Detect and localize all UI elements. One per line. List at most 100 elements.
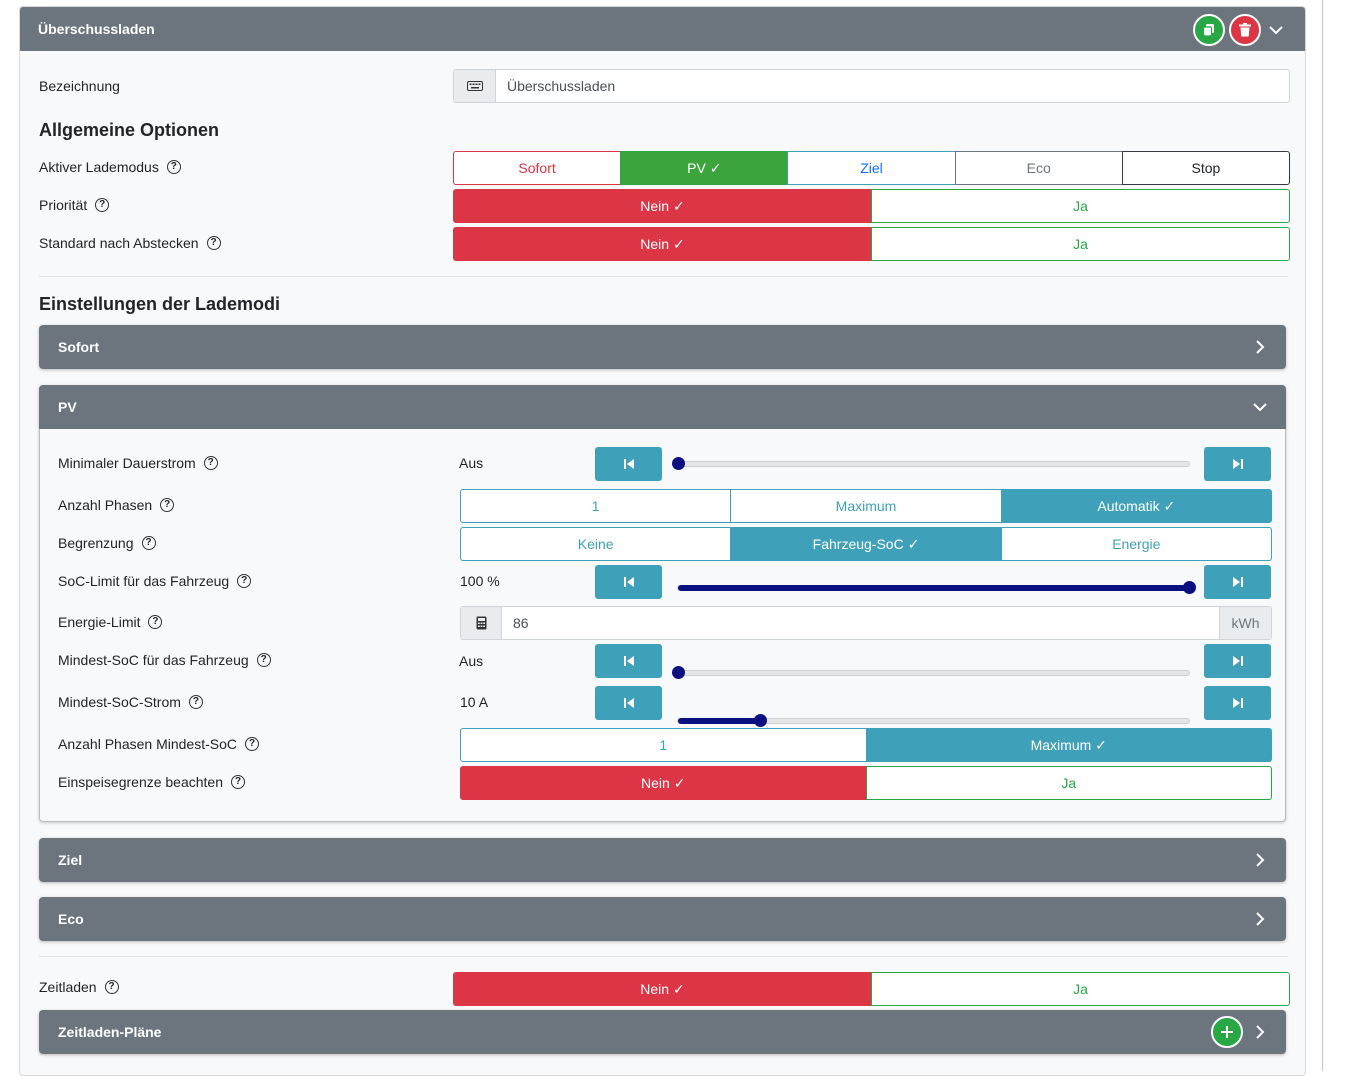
- slider-thumb[interactable]: [672, 666, 685, 679]
- einstellungen-heading: Einstellungen der Lademodi: [39, 294, 281, 314]
- eco-card: Eco: [39, 897, 1286, 941]
- copy-button[interactable]: [1193, 14, 1225, 46]
- help-icon[interactable]: ?: [104, 980, 119, 994]
- standard-toggle: Nein ✓ Ja: [453, 227, 1290, 261]
- begrenzung-option-fahrzeug-soc[interactable]: Fahrzeug-SoC ✓: [730, 527, 1002, 561]
- help-icon[interactable]: ?: [203, 456, 218, 470]
- standard-label: Standard nach Abstecken?: [39, 235, 221, 251]
- add-plan-button[interactable]: [1211, 1016, 1243, 1048]
- help-icon[interactable]: ?: [166, 160, 181, 174]
- trash-icon: [1239, 23, 1251, 37]
- mindest-soc-strom-slider[interactable]: [677, 714, 1190, 727]
- help-icon[interactable]: ?: [256, 653, 271, 667]
- sofort-header[interactable]: Sofort: [39, 325, 1286, 369]
- chevron-right-icon: [1249, 336, 1271, 358]
- sofort-card: Sofort: [39, 325, 1286, 369]
- ziel-card: Ziel: [39, 838, 1286, 882]
- sofort-title: Sofort: [58, 339, 100, 355]
- standard-nein-button[interactable]: Nein ✓: [453, 227, 872, 261]
- help-icon[interactable]: ?: [206, 236, 221, 250]
- energie-limit-value: 86: [513, 615, 529, 631]
- zeitladen-toggle: Nein ✓ Ja: [453, 972, 1290, 1006]
- einspeisegrenze-nein-button[interactable]: Nein ✓: [460, 766, 867, 800]
- slider-increase-button[interactable]: [1204, 565, 1271, 599]
- delete-button[interactable]: [1229, 14, 1261, 46]
- prioritaet-nein-button[interactable]: Nein ✓: [453, 189, 872, 223]
- skip-back-icon: [623, 459, 634, 469]
- help-icon[interactable]: ?: [237, 574, 252, 588]
- help-icon[interactable]: ?: [141, 536, 156, 550]
- lademodus-option-ziel[interactable]: Ziel: [787, 151, 956, 185]
- slider-increase-button[interactable]: [1204, 686, 1271, 720]
- skip-back-icon: [623, 698, 634, 708]
- mindest-soc-slider[interactable]: [672, 666, 1190, 679]
- phasen-mindest-option-maximum[interactable]: Maximum ✓: [865, 728, 1272, 762]
- phasen-option-maximum[interactable]: Maximum: [730, 489, 1002, 523]
- ziel-title: Ziel: [58, 852, 83, 868]
- begrenzung-label: Begrenzung?: [58, 535, 156, 551]
- phasen-mindest-soc-selector: 1 Maximum ✓: [460, 728, 1272, 762]
- bezeichnung-label: Bezeichnung: [39, 78, 120, 94]
- phasen-option-1[interactable]: 1: [460, 489, 732, 523]
- help-icon[interactable]: ?: [231, 775, 246, 789]
- divider: [39, 276, 1288, 277]
- zeitladen-nein-button[interactable]: Nein ✓: [453, 972, 872, 1006]
- zeitladen-plaene-header[interactable]: Zeitladen-Pläne: [39, 1010, 1286, 1054]
- lademodus-option-eco[interactable]: Eco: [954, 151, 1123, 185]
- help-icon[interactable]: ?: [188, 695, 203, 709]
- min-dauerstrom-slider[interactable]: [672, 457, 1190, 470]
- help-icon[interactable]: ?: [160, 498, 175, 512]
- help-icon[interactable]: ?: [95, 198, 110, 212]
- soc-limit-slider[interactable]: [677, 581, 1196, 594]
- allgemeine-optionen-heading: Allgemeine Optionen: [39, 120, 220, 140]
- slider-decrease-button[interactable]: [595, 447, 662, 481]
- slider-thumb[interactable]: [753, 714, 767, 727]
- energie-limit-label: Energie-Limit?: [58, 614, 163, 630]
- einspeisegrenze-label: Einspeisegrenze beachten?: [58, 774, 246, 790]
- charge-template-card: Überschussladen Bezeichnung Überschussla…: [19, 6, 1306, 1076]
- bezeichnung-field[interactable]: Überschussladen: [453, 69, 1290, 103]
- energie-limit-unit: kWh: [1219, 607, 1271, 639]
- standard-ja-button[interactable]: Ja: [871, 227, 1290, 261]
- keyboard-icon: [454, 70, 496, 102]
- pv-card: PV Minimaler Dauerstrom? Aus Anzahl Phas…: [39, 385, 1286, 822]
- slider-fill: [678, 718, 760, 724]
- lademodus-label: Aktiver Lademodus?: [39, 159, 181, 175]
- slider-increase-button[interactable]: [1204, 447, 1271, 481]
- slider-thumb[interactable]: [1183, 581, 1196, 594]
- mindest-soc-value: Aus: [459, 653, 484, 669]
- lademodus-option-sofort[interactable]: Sofort: [453, 151, 622, 185]
- einspeisegrenze-ja-button[interactable]: Ja: [865, 766, 1272, 800]
- mindest-soc-label: Mindest-SoC für das Fahrzeug?: [58, 652, 271, 668]
- lademodus-option-pv[interactable]: PV ✓: [620, 151, 789, 185]
- energie-limit-field[interactable]: 86 kWh: [460, 606, 1272, 640]
- ziel-header[interactable]: Ziel: [39, 838, 1286, 882]
- zeitladen-ja-button[interactable]: Ja: [871, 972, 1290, 1006]
- eco-header[interactable]: Eco: [39, 897, 1286, 941]
- slider-thumb[interactable]: [672, 457, 685, 470]
- card-header[interactable]: Überschussladen: [20, 7, 1305, 51]
- help-icon[interactable]: ?: [148, 615, 163, 629]
- mindest-soc-strom-value: 10 A: [460, 694, 489, 710]
- copy-icon: [1202, 24, 1214, 37]
- lademodus-option-stop[interactable]: Stop: [1121, 151, 1291, 185]
- calculator-icon: [461, 607, 502, 639]
- skip-forward-icon: [1232, 577, 1243, 587]
- chevron-right-icon: [1249, 1021, 1271, 1043]
- begrenzung-option-keine[interactable]: Keine: [460, 527, 732, 561]
- phasen-mindest-option-1[interactable]: 1: [460, 728, 867, 762]
- slider-decrease-button[interactable]: [595, 644, 662, 678]
- slider-decrease-button[interactable]: [595, 686, 662, 720]
- pv-header[interactable]: PV: [39, 385, 1286, 429]
- slider-decrease-button[interactable]: [595, 565, 662, 599]
- prioritaet-ja-button[interactable]: Ja: [871, 189, 1290, 223]
- begrenzung-selector: Keine Fahrzeug-SoC ✓ Energie: [460, 527, 1272, 561]
- collapse-button[interactable]: [1265, 19, 1287, 41]
- slider-increase-button[interactable]: [1204, 644, 1271, 678]
- scrollbar-edge: [1322, 0, 1323, 1071]
- soc-limit-label: SoC-Limit für das Fahrzeug?: [58, 573, 252, 589]
- phasen-option-automatik[interactable]: Automatik ✓: [1000, 489, 1272, 523]
- help-icon[interactable]: ?: [245, 737, 259, 751]
- begrenzung-option-energie[interactable]: Energie: [1000, 527, 1272, 561]
- slider-fill: [678, 585, 1189, 591]
